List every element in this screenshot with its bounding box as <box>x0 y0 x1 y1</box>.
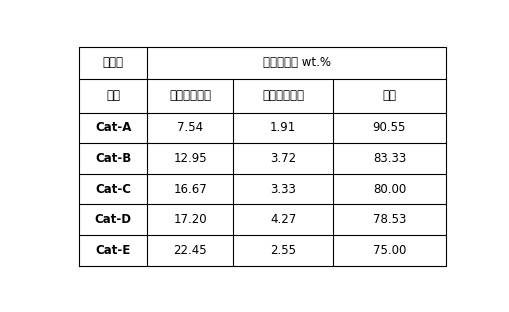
Text: Cat-C: Cat-C <box>95 183 131 196</box>
Text: 78.53: 78.53 <box>373 213 406 226</box>
Text: 16.67: 16.67 <box>174 183 207 196</box>
Text: 代号: 代号 <box>106 89 120 102</box>
Text: Cat-B: Cat-B <box>95 152 131 165</box>
Text: 80.00: 80.00 <box>373 183 406 196</box>
Text: 90.55: 90.55 <box>373 121 406 134</box>
Text: 3.72: 3.72 <box>270 152 296 165</box>
Text: 83.33: 83.33 <box>373 152 406 165</box>
Text: 催化剂: 催化剂 <box>103 56 124 69</box>
Text: Cat-A: Cat-A <box>95 121 131 134</box>
Text: 4.27: 4.27 <box>270 213 296 226</box>
Text: 主要活性组分: 主要活性组分 <box>169 89 211 102</box>
Text: 75.00: 75.00 <box>373 244 406 257</box>
Text: Cat-E: Cat-E <box>96 244 131 257</box>
Text: 催化剂组成 wt.%: 催化剂组成 wt.% <box>263 56 331 69</box>
Text: 7.54: 7.54 <box>177 121 204 134</box>
Text: Cat-D: Cat-D <box>95 213 132 226</box>
Text: 17.20: 17.20 <box>174 213 207 226</box>
Text: 辅助活性组分: 辅助活性组分 <box>262 89 304 102</box>
Text: 载体: 载体 <box>382 89 397 102</box>
Text: 1.91: 1.91 <box>270 121 296 134</box>
Text: 3.33: 3.33 <box>270 183 296 196</box>
Text: 22.45: 22.45 <box>174 244 207 257</box>
Text: 12.95: 12.95 <box>174 152 207 165</box>
Text: 2.55: 2.55 <box>270 244 296 257</box>
